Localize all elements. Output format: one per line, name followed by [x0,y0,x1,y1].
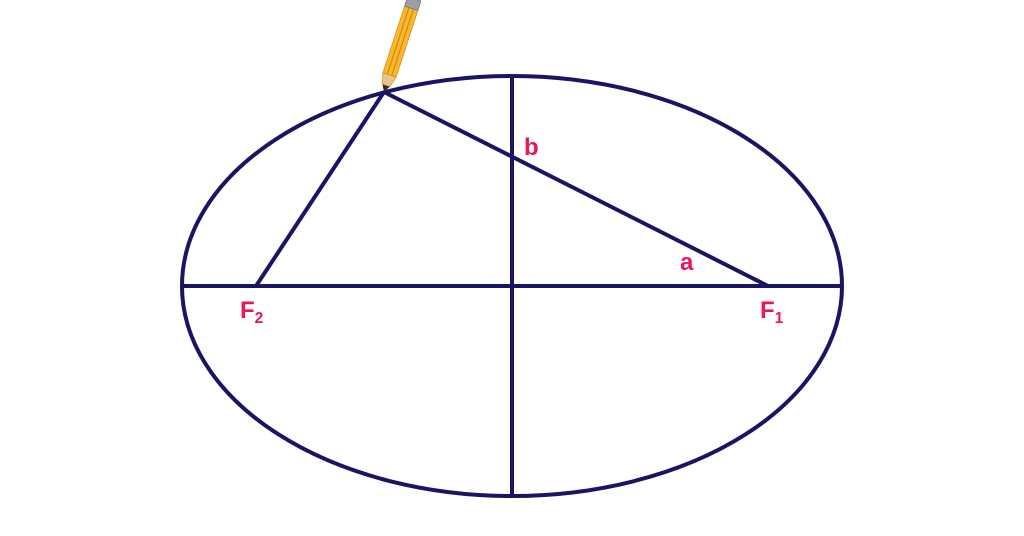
ellipse-diagram: abF1F2 [0,0,1024,536]
label-b: b [524,134,539,161]
label-F2-sub: 2 [255,310,264,327]
label-F1-sub: 1 [775,310,784,327]
label-a: a [680,249,694,276]
